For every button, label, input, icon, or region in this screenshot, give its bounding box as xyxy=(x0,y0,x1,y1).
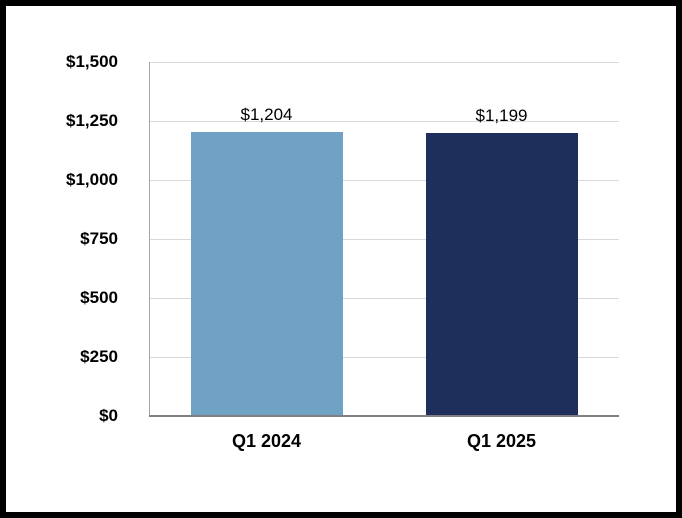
x-tick-label-q1-2024: Q1 2024 xyxy=(231,431,302,451)
y-tick-label: $500 xyxy=(80,288,118,307)
category-q1-2024: $1,204 xyxy=(149,62,384,416)
gridline xyxy=(149,298,619,299)
category-q1-2025: $1,199 xyxy=(384,62,619,416)
gridline xyxy=(149,62,619,63)
gridline xyxy=(149,357,619,358)
plot-area: $1,204 $1,199 xyxy=(149,62,619,417)
y-tick-label: $1,000 xyxy=(66,170,118,189)
bar-value-label-q1-2025: $1,199 xyxy=(475,106,528,126)
gridline xyxy=(149,180,619,181)
y-tick-label: $1,500 xyxy=(66,52,118,71)
gridline xyxy=(149,239,619,240)
y-axis-line xyxy=(149,62,150,416)
bar-q1-2024 xyxy=(190,131,343,416)
y-tick-label: $0 xyxy=(99,406,118,425)
x-axis-line xyxy=(149,415,619,417)
y-tick-label: $250 xyxy=(80,347,118,366)
y-tick-label: $1,250 xyxy=(66,111,118,130)
bar-value-label-q1-2024: $1,204 xyxy=(240,104,293,124)
bar-q1-2025 xyxy=(425,133,578,416)
y-tick-label: $750 xyxy=(80,229,118,248)
gridline xyxy=(149,121,619,122)
x-tick-label-q1-2025: Q1 2025 xyxy=(466,431,537,451)
